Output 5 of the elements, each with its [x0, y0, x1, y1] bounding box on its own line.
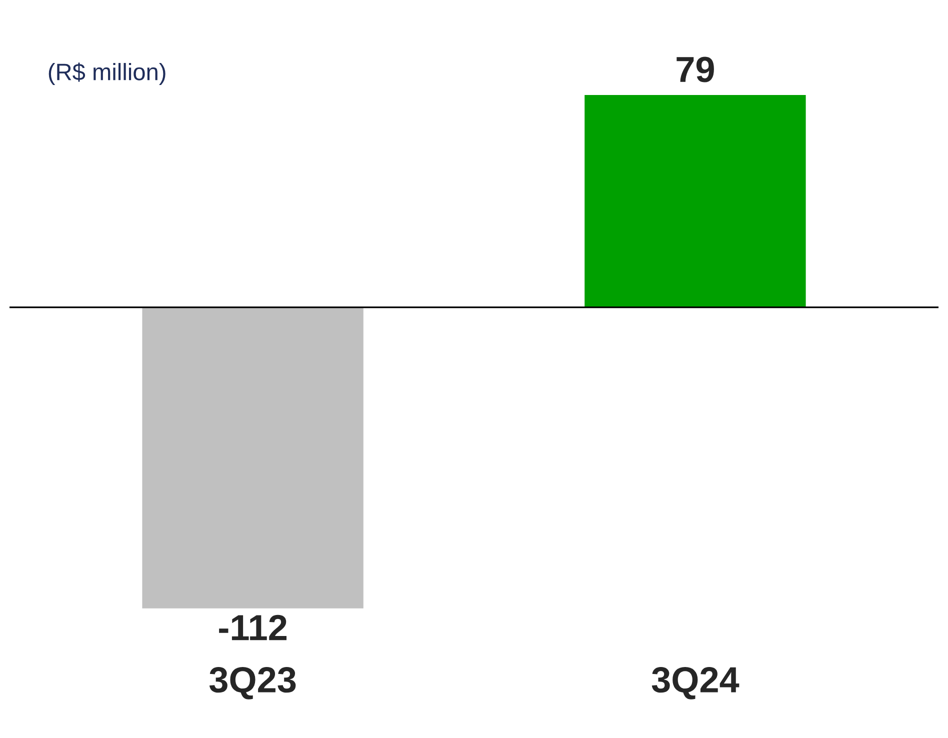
- x-tick-label: 3Q23: [209, 667, 296, 700]
- data-label: 79: [676, 56, 714, 82]
- x-tick-label: 3Q24: [652, 667, 740, 700]
- data-label: -112: [219, 614, 286, 640]
- text: (R$ million): [48, 62, 166, 85]
